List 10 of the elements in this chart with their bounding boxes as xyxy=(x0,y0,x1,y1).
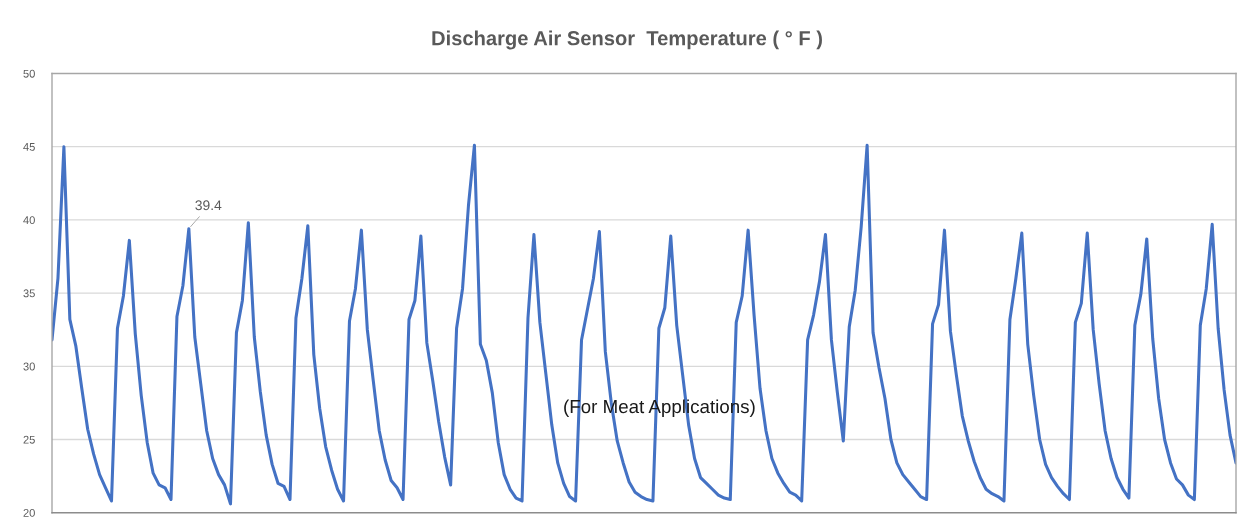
y-tick-label: 20 xyxy=(23,508,35,517)
y-tick-label: 50 xyxy=(23,69,35,78)
y-tick-label: 45 xyxy=(23,143,35,151)
y-tick-label: 40 xyxy=(23,216,35,225)
y-tick-label: 25 xyxy=(23,435,35,444)
y-tick-label: 35 xyxy=(23,289,35,298)
chart-title: Discharge Air Sensor Temperature ( ° F ) xyxy=(432,30,822,50)
data-label: 39.4 xyxy=(195,200,222,211)
line-series xyxy=(52,143,1236,506)
y-tick-label: 30 xyxy=(23,362,35,371)
